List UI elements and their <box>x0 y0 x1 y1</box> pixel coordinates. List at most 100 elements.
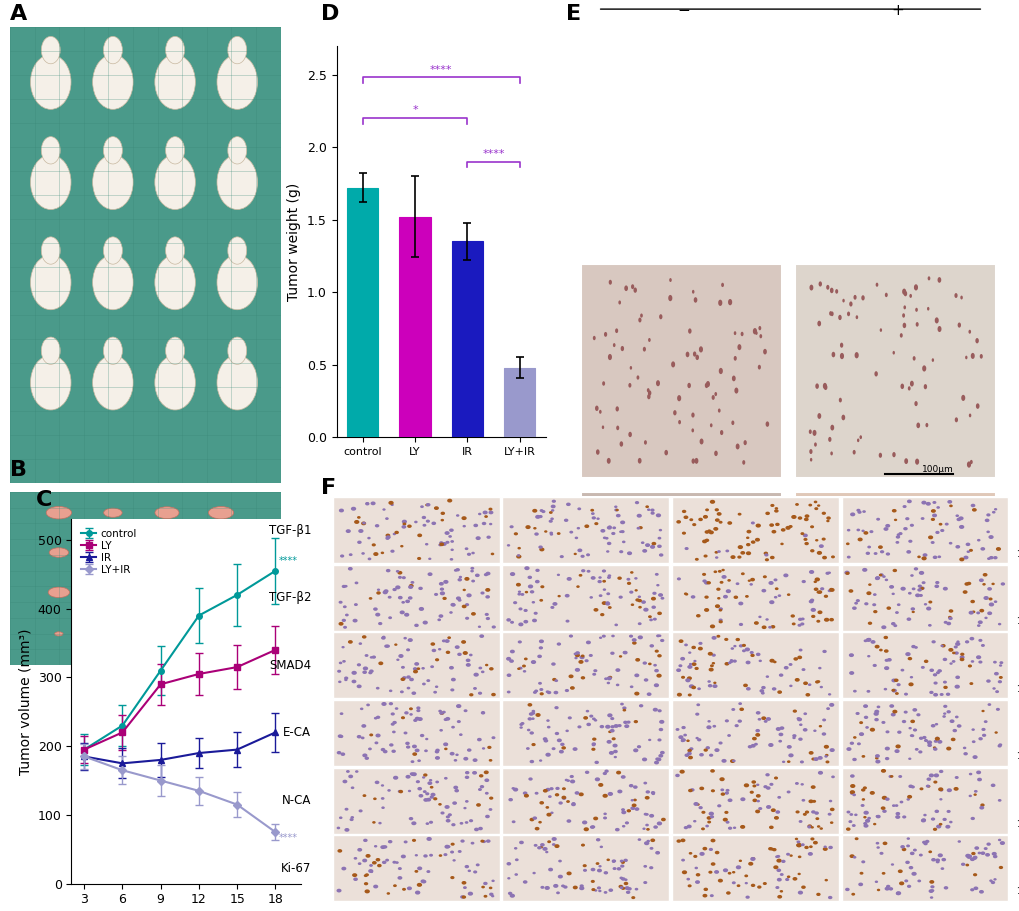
Ellipse shape <box>698 346 702 353</box>
Ellipse shape <box>409 584 414 588</box>
Ellipse shape <box>722 597 726 601</box>
Ellipse shape <box>591 888 595 891</box>
Ellipse shape <box>923 739 927 742</box>
Ellipse shape <box>539 801 543 804</box>
Ellipse shape <box>549 532 552 535</box>
Ellipse shape <box>485 588 490 592</box>
Ellipse shape <box>378 661 383 665</box>
Ellipse shape <box>641 757 646 762</box>
Ellipse shape <box>978 609 983 612</box>
Ellipse shape <box>476 804 481 807</box>
Ellipse shape <box>964 640 968 643</box>
Ellipse shape <box>968 414 970 417</box>
Ellipse shape <box>737 545 742 549</box>
Ellipse shape <box>803 712 806 715</box>
Ellipse shape <box>903 711 907 713</box>
Ellipse shape <box>510 894 515 897</box>
Ellipse shape <box>385 644 389 648</box>
Ellipse shape <box>735 865 741 869</box>
Ellipse shape <box>623 721 627 724</box>
Ellipse shape <box>227 137 247 164</box>
Ellipse shape <box>809 549 814 552</box>
Ellipse shape <box>846 529 850 531</box>
Ellipse shape <box>755 652 760 656</box>
Ellipse shape <box>528 777 532 781</box>
Ellipse shape <box>598 577 601 578</box>
Ellipse shape <box>694 458 698 464</box>
Ellipse shape <box>708 848 712 851</box>
Ellipse shape <box>208 507 233 519</box>
Ellipse shape <box>510 526 514 528</box>
Ellipse shape <box>582 821 587 824</box>
Ellipse shape <box>574 657 577 660</box>
Ellipse shape <box>645 824 648 826</box>
Ellipse shape <box>723 811 728 814</box>
Ellipse shape <box>826 589 830 592</box>
Ellipse shape <box>427 572 432 576</box>
Ellipse shape <box>554 787 559 790</box>
Ellipse shape <box>745 537 749 539</box>
Ellipse shape <box>715 588 719 591</box>
Ellipse shape <box>891 689 896 692</box>
Ellipse shape <box>871 603 875 606</box>
Ellipse shape <box>572 747 577 751</box>
Ellipse shape <box>676 839 681 843</box>
Ellipse shape <box>657 709 661 712</box>
Ellipse shape <box>849 512 855 517</box>
Ellipse shape <box>768 523 773 527</box>
Ellipse shape <box>916 556 920 558</box>
Ellipse shape <box>584 771 589 774</box>
Ellipse shape <box>979 804 983 806</box>
Ellipse shape <box>681 859 685 862</box>
Ellipse shape <box>909 608 911 612</box>
Ellipse shape <box>365 502 369 505</box>
Ellipse shape <box>651 542 655 546</box>
Ellipse shape <box>542 737 547 741</box>
Ellipse shape <box>606 526 611 529</box>
Ellipse shape <box>919 560 922 565</box>
Ellipse shape <box>981 583 984 586</box>
Ellipse shape <box>998 743 1002 746</box>
Ellipse shape <box>611 859 615 863</box>
Ellipse shape <box>930 858 935 862</box>
Ellipse shape <box>440 512 444 515</box>
Ellipse shape <box>416 709 420 712</box>
Ellipse shape <box>914 458 918 465</box>
Ellipse shape <box>970 728 974 731</box>
Ellipse shape <box>590 512 594 515</box>
Ellipse shape <box>883 578 888 581</box>
Ellipse shape <box>575 668 580 671</box>
Ellipse shape <box>869 728 874 732</box>
Ellipse shape <box>845 887 849 891</box>
Ellipse shape <box>31 55 71 109</box>
Ellipse shape <box>465 775 469 779</box>
Ellipse shape <box>382 750 387 753</box>
Ellipse shape <box>429 786 433 789</box>
Legend: control, LY, IR, LY+IR: control, LY, IR, LY+IR <box>76 525 141 579</box>
Ellipse shape <box>516 555 521 558</box>
Ellipse shape <box>874 576 879 580</box>
Ellipse shape <box>705 381 709 387</box>
Ellipse shape <box>825 285 828 290</box>
Ellipse shape <box>620 865 624 867</box>
Ellipse shape <box>589 596 592 599</box>
Ellipse shape <box>373 885 378 888</box>
Ellipse shape <box>951 660 955 663</box>
Ellipse shape <box>688 756 692 760</box>
Ellipse shape <box>633 748 638 752</box>
Bar <box>580 264 782 478</box>
Ellipse shape <box>953 645 957 649</box>
Ellipse shape <box>517 668 520 670</box>
Ellipse shape <box>443 748 447 751</box>
Ellipse shape <box>374 845 377 847</box>
Ellipse shape <box>357 684 362 688</box>
Ellipse shape <box>392 533 395 536</box>
Ellipse shape <box>932 746 935 749</box>
Ellipse shape <box>997 744 1001 748</box>
Ellipse shape <box>931 556 936 559</box>
Bar <box>332 565 499 630</box>
Ellipse shape <box>507 892 512 895</box>
Ellipse shape <box>31 355 71 410</box>
Ellipse shape <box>630 571 633 574</box>
Y-axis label: Tumor volume (mm³): Tumor volume (mm³) <box>18 629 32 774</box>
